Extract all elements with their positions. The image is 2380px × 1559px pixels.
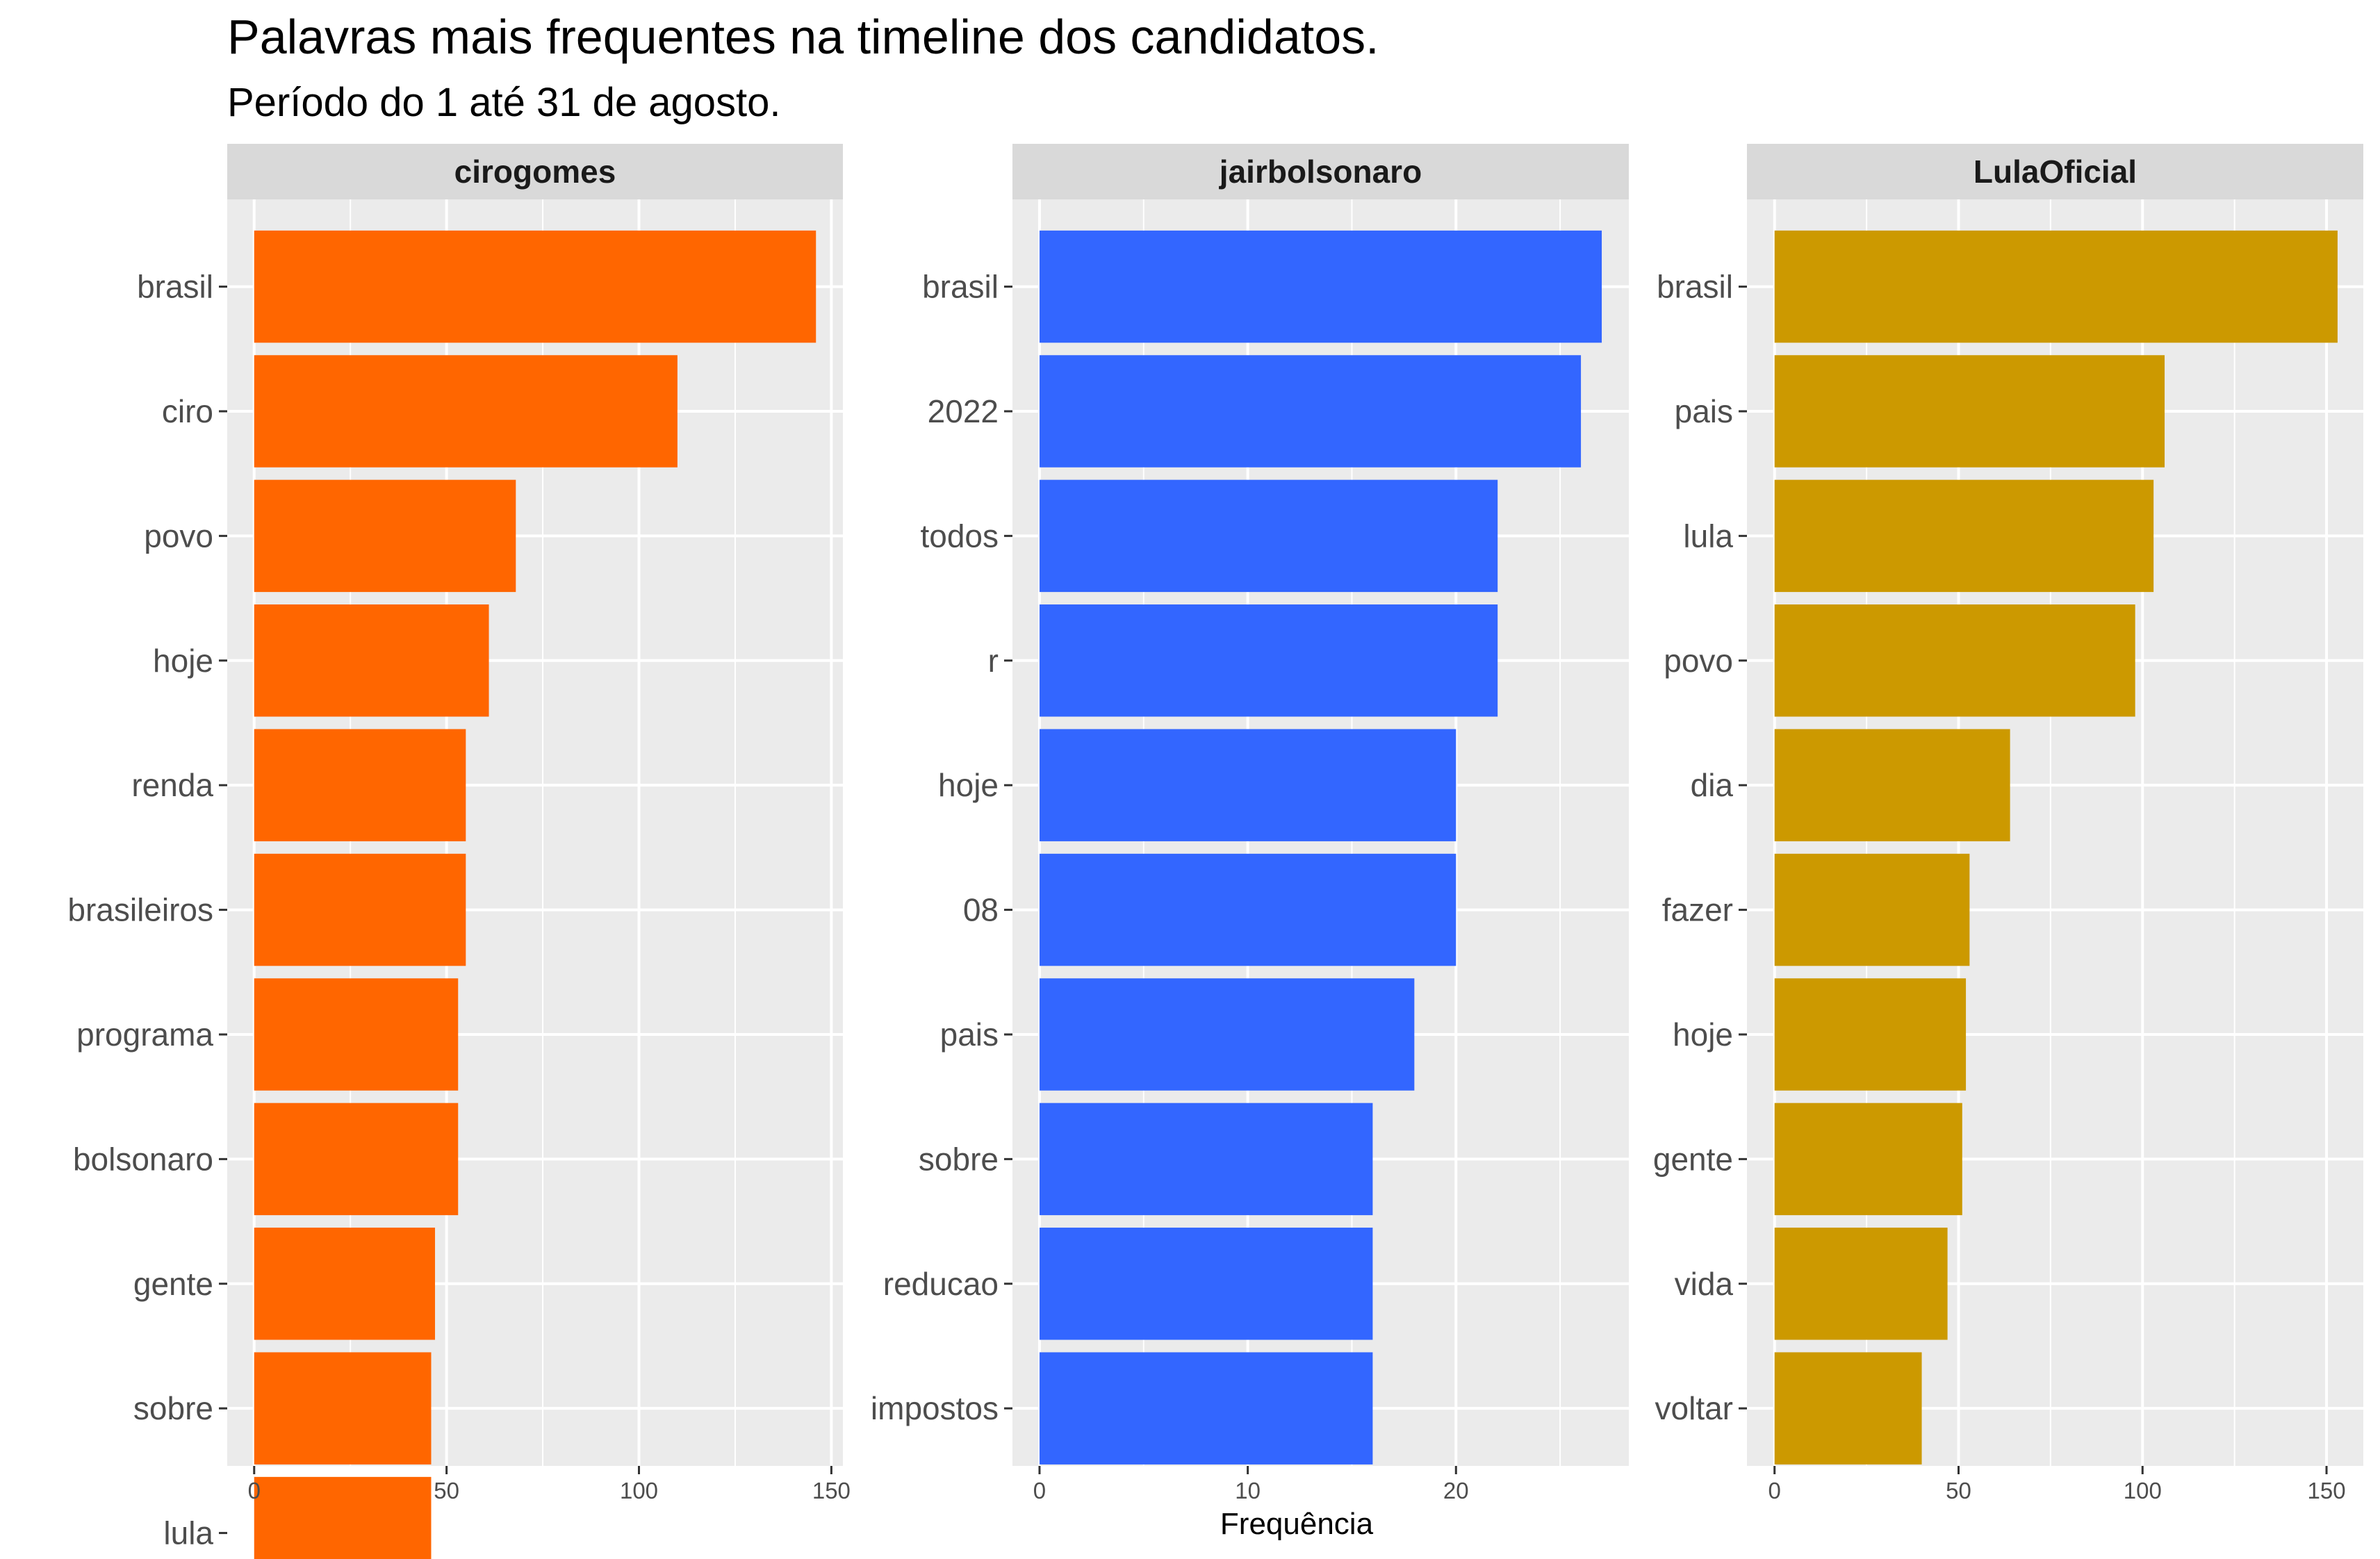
x-tick-label: 20 [1443, 1478, 1469, 1503]
category-label: pais [940, 1016, 999, 1053]
bar-gente [1774, 1103, 1962, 1216]
bar-renda [254, 729, 466, 841]
category-label: pais [1675, 393, 1733, 429]
bar-brasil [254, 230, 816, 343]
chart-title: Palavras mais frequentes na timeline dos… [227, 10, 1379, 64]
category-label: brasil [137, 269, 213, 305]
category-label: r [988, 643, 999, 679]
x-tick-label: 50 [1946, 1478, 1971, 1503]
bar-brasil [1039, 230, 1602, 343]
bar-pais [1039, 978, 1415, 1091]
bar-r [1039, 604, 1498, 717]
category-label: brasileiros [67, 892, 213, 928]
category-label: todos [920, 518, 999, 554]
facet-strip-label: cirogomes [454, 154, 616, 190]
bar-programa [254, 978, 459, 1091]
x-tick-label: 150 [2308, 1478, 2346, 1503]
category-label: dia [1691, 767, 1734, 803]
category-label: 2022 [928, 393, 999, 429]
panel-cirogomes: cirogomes brasil ciro povo hoje renda brasilei… [67, 144, 851, 1559]
panel-LulaOficial: LulaOficial brasil pais lula povo dia fazer hoj… [1653, 144, 2363, 1503]
bar-povo [254, 479, 516, 593]
category-label: brasil [922, 269, 999, 305]
bar-todos [1039, 479, 1498, 593]
bar-reducao [1039, 1228, 1373, 1340]
bar-hoje [1774, 978, 1967, 1091]
category-label: hoje [153, 643, 213, 679]
bar-2022 [1039, 355, 1582, 468]
bar-bolsonaro [254, 1103, 459, 1216]
facet-strip-label: LulaOficial [1973, 154, 2137, 190]
category-label: fazer [1662, 892, 1733, 928]
category-label: impostos [871, 1390, 999, 1426]
x-tick-label: 100 [620, 1478, 658, 1503]
bar-impostos [1039, 1352, 1373, 1465]
bar-ciro [254, 355, 678, 468]
category-label: vida [1675, 1266, 1734, 1302]
bar-povo [1774, 604, 2135, 717]
category-label: hoje [1673, 1016, 1733, 1053]
facet-strip [1747, 144, 2363, 199]
bar-pais [1774, 355, 2165, 468]
category-label: voltar [1655, 1390, 1733, 1426]
category-label: povo [1664, 643, 1733, 679]
bar-lula [1774, 479, 2154, 593]
bar-gente [254, 1228, 436, 1340]
x-tick-label: 10 [1235, 1478, 1261, 1503]
category-label: renda [131, 767, 213, 803]
x-tick-label: 150 [812, 1478, 851, 1503]
x-tick-label: 0 [1768, 1478, 1781, 1503]
category-label: programa [76, 1016, 213, 1053]
x-tick-label: 100 [2124, 1478, 2162, 1503]
panel-jairbolsonaro: jairbolsonaro brasil 2022 todos r hoje 08 pais s… [871, 144, 1629, 1503]
category-label: lula [163, 1515, 213, 1551]
facet-strip [1012, 144, 1629, 199]
bar-brasil [1774, 230, 2338, 343]
bar-hoje [1039, 729, 1456, 841]
x-tick-label: 0 [248, 1478, 261, 1503]
category-label: lula [1683, 518, 1733, 554]
x-axis-label: Frequência [1220, 1507, 1374, 1541]
bar-fazer [1774, 853, 1970, 966]
x-tick-label: 50 [434, 1478, 459, 1503]
chart-subtitle: Período do 1 até 31 de agosto. [227, 80, 781, 125]
bar-lula [254, 1476, 432, 1559]
bar-sobre [254, 1352, 432, 1465]
category-label: 08 [963, 892, 999, 928]
bar-voltar [1774, 1352, 1922, 1465]
category-label: hoje [938, 767, 999, 803]
category-label: brasil [1657, 269, 1733, 305]
facet-strip-label: jairbolsonaro [1219, 154, 1422, 190]
facet-strip [227, 144, 843, 199]
category-label: gente [1653, 1141, 1733, 1177]
category-label: reducao [883, 1266, 999, 1302]
category-label: ciro [162, 393, 213, 429]
category-label: bolsonaro [73, 1141, 213, 1177]
bar-dia [1774, 729, 2010, 841]
category-label: gente [133, 1266, 213, 1302]
category-label: povo [144, 518, 213, 554]
bar-brasileiros [254, 853, 466, 966]
x-tick-label: 0 [1033, 1478, 1046, 1503]
bar-08 [1039, 853, 1456, 966]
bar-sobre [1039, 1103, 1373, 1216]
category-label: sobre [133, 1390, 213, 1426]
category-label: sobre [919, 1141, 999, 1177]
bar-hoje [254, 604, 489, 717]
facet-panels: cirogomes brasil ciro povo hoje renda brasilei… [67, 144, 2363, 1559]
bar-vida [1774, 1228, 1948, 1340]
